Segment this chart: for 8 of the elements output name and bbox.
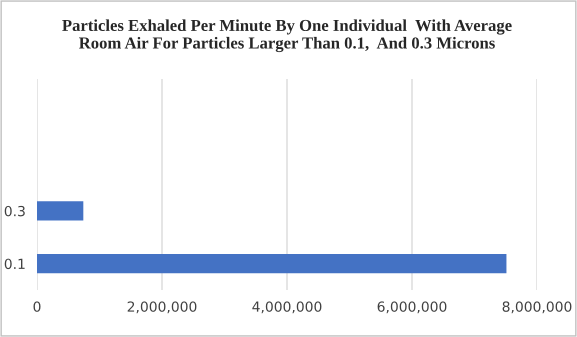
x-tick-label: 6,000,000 — [378, 301, 446, 314]
x-tick-label: 2,000,000 — [128, 301, 196, 314]
chart-title: Particles Exhaled Per Minute By One Individual With Average Room Air For Particles Larger Than 0.1, And 0.3 Microns — [62, 19, 512, 52]
y-tick-label: 0.1 — [4, 258, 25, 270]
x-tick-label: 8,000,000 — [502, 301, 572, 314]
y-tick-label: 0.3 — [4, 206, 25, 216]
x-tick-label: 4,000,000 — [252, 301, 322, 314]
x-tick-label: 0 — [33, 301, 40, 312]
